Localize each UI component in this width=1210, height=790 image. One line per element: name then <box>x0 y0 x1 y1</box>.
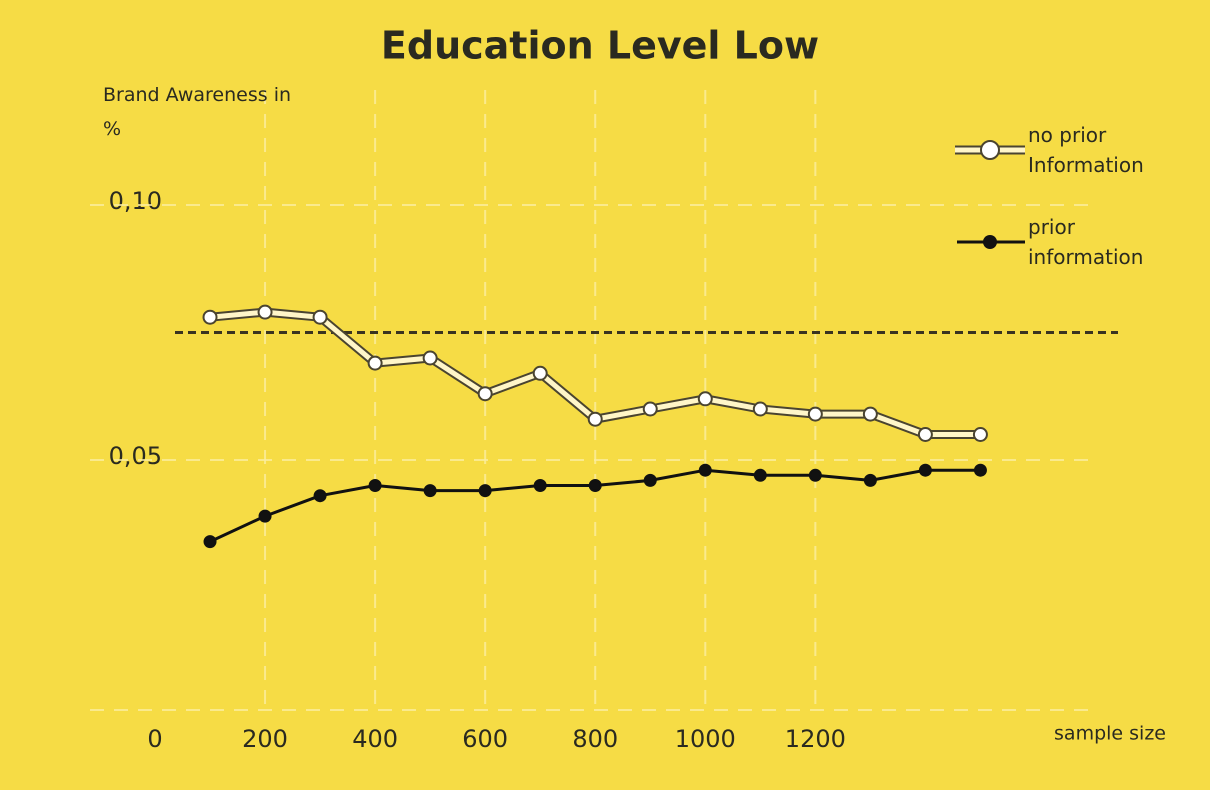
y-axis-label: Brand Awareness in % <box>103 84 292 140</box>
x-tick-label: 200 <box>242 725 288 753</box>
data-point <box>698 463 712 477</box>
data-point <box>258 509 272 523</box>
data-point <box>203 535 217 549</box>
legend-label: prior information <box>1028 215 1144 269</box>
data-point <box>863 473 877 487</box>
legend-marker <box>983 235 997 249</box>
x-tick-label: 0 <box>147 725 162 753</box>
data-point <box>477 386 493 402</box>
data-point <box>643 473 657 487</box>
data-point <box>642 401 658 417</box>
data-point <box>752 401 768 417</box>
data-point <box>368 479 382 492</box>
data-point <box>972 427 988 442</box>
y-tick-label: 0,10 <box>109 187 162 215</box>
data-point <box>202 309 218 325</box>
data-point <box>862 406 878 422</box>
data-point <box>917 427 933 442</box>
data-point <box>697 391 713 407</box>
x-tick-label: 1000 <box>675 725 736 753</box>
legend-label: no prior Information <box>1028 123 1144 177</box>
x-tick-label: 400 <box>352 725 398 753</box>
data-point <box>973 463 987 477</box>
data-point <box>753 468 767 482</box>
data-point <box>533 479 547 492</box>
legend-marker <box>980 140 1000 160</box>
data-point <box>918 463 932 477</box>
data-point <box>587 411 603 427</box>
data-point <box>313 489 327 503</box>
x-axis-label: sample size <box>1054 723 1166 745</box>
chart-title: Education Level Low <box>381 24 819 68</box>
data-point <box>257 304 273 320</box>
x-tick-label: 800 <box>572 725 618 753</box>
data-point <box>588 479 602 492</box>
data-point <box>312 309 328 325</box>
data-point <box>478 484 492 498</box>
data-point <box>367 355 383 371</box>
data-point <box>807 406 823 422</box>
x-tick-label: 1200 <box>785 725 846 753</box>
data-point <box>808 468 822 482</box>
data-point <box>423 484 437 498</box>
data-point <box>422 350 438 366</box>
x-tick-label: 600 <box>462 725 508 753</box>
data-point <box>532 365 548 381</box>
y-tick-label: 0,05 <box>109 442 162 470</box>
